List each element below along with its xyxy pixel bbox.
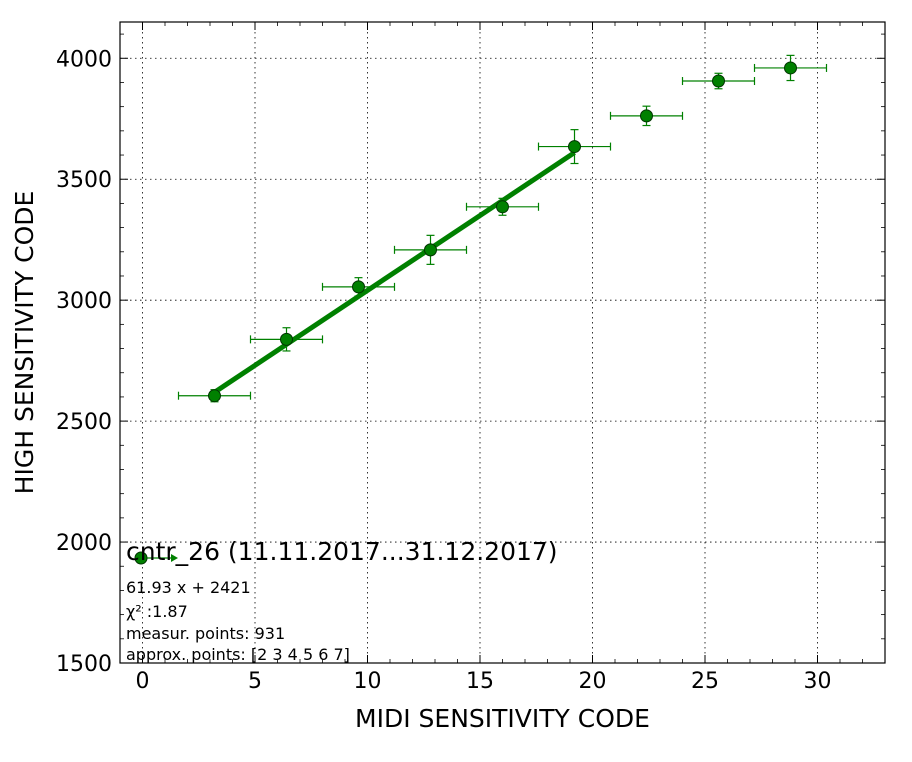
legend-marker xyxy=(134,551,148,565)
x-tick-label: 15 xyxy=(466,669,494,694)
minor-ticks xyxy=(119,22,886,663)
legend-line-chi2: χ² :1.87 xyxy=(126,602,188,621)
fit-line xyxy=(213,150,576,395)
y-tick-labels: 1500 2000 2500 3000 3500 4000 xyxy=(56,47,112,677)
x-tick-label: 30 xyxy=(804,669,832,694)
legend-line-approx: approx. points: [2 3 4 5 6 7] xyxy=(126,645,350,664)
y-tick-label: 2500 xyxy=(56,410,112,435)
y-axis-title: HIGH SENSITIVITY CODE xyxy=(10,191,39,495)
legend: cntr_26 (11.11.2017...31.12.2017) 61.93 … xyxy=(126,537,558,664)
x-tick-label: 25 xyxy=(691,669,719,694)
legend-arrow-head xyxy=(171,554,178,562)
data-point xyxy=(424,243,437,257)
data-point xyxy=(208,389,221,403)
x-tick-label: 0 xyxy=(136,669,150,694)
x-tick-label: 5 xyxy=(248,669,262,694)
data-point xyxy=(352,280,365,294)
data-point xyxy=(568,140,581,154)
data-point xyxy=(640,109,653,123)
grid xyxy=(120,22,885,664)
data-point xyxy=(496,200,509,214)
x-tick-label: 10 xyxy=(354,669,382,694)
plot-background xyxy=(120,22,885,663)
x-tick-label: 20 xyxy=(579,669,607,694)
y-tick-label: 3000 xyxy=(56,289,112,314)
y-tick-label: 4000 xyxy=(56,47,112,72)
y-tick-label: 1500 xyxy=(56,652,112,677)
data-point xyxy=(784,61,797,75)
legend-line-equation: 61.93 x + 2421 xyxy=(126,578,251,597)
x-axis-title: MIDI SENSITIVITY CODE xyxy=(355,704,650,733)
plot-frame xyxy=(119,21,886,664)
data-point xyxy=(280,332,293,346)
data-points xyxy=(208,61,797,403)
legend-title: cntr_26 (11.11.2017...31.12.2017) xyxy=(126,537,558,566)
legend-line-points: measur. points: 931 xyxy=(126,624,285,643)
y-tick-label: 3500 xyxy=(56,168,112,193)
data-point xyxy=(712,74,725,88)
major-ticks xyxy=(120,22,885,664)
y-tick-label: 2000 xyxy=(56,531,112,556)
fit-line-group xyxy=(213,150,576,395)
x-tick-labels: 0 5 10 15 20 25 30 xyxy=(136,669,832,694)
